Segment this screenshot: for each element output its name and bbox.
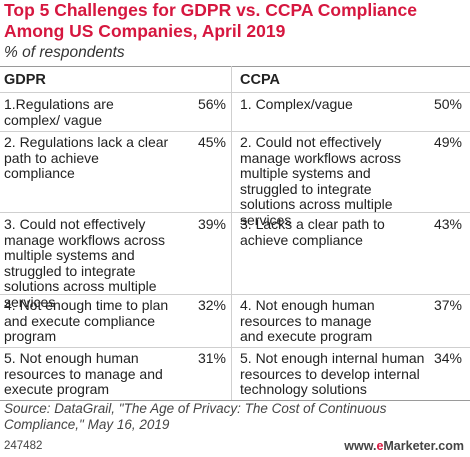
ccpa-value-3: 43% [433, 216, 462, 232]
ccpa-value-5: 34% [433, 350, 462, 366]
ccpa-challenge-3: 3. Lacks a clear path to achieve complia… [240, 216, 385, 248]
row-rule-1 [0, 131, 470, 132]
emarketer-brand: www.eMarketer.com [344, 439, 464, 453]
ccpa-value-1: 50% [433, 96, 462, 112]
gdpr-challenge-4: 4. Not enough time to plan and execute c… [4, 297, 169, 344]
row-rule-4 [0, 347, 470, 348]
ccpa-challenge-4: 4. Not enough human resources to manage … [240, 297, 375, 344]
table-top-rule [0, 66, 470, 67]
ccpa-value-4: 37% [433, 297, 462, 313]
column-header-gdpr: GDPR [4, 72, 46, 88]
ccpa-challenge-5: 5. Not enough internal human resources t… [240, 350, 425, 397]
column-divider [231, 66, 232, 400]
table-bottom-rule [0, 400, 470, 401]
row-rule-3 [0, 294, 470, 295]
ccpa-challenge-1: 1. Complex/vague [240, 96, 353, 112]
brand-prefix: www. [344, 439, 377, 453]
gdpr-challenge-2: 2. Regulations lack a clear path to achi… [4, 134, 169, 181]
gdpr-challenge-1: 1.Regulations are complex/ vague [4, 96, 114, 128]
gdpr-value-5: 31% [197, 350, 226, 366]
column-header-ccpa: CCPA [240, 72, 281, 88]
chart-id: 247482 [4, 440, 43, 452]
brand-suffix: Marketer.com [383, 439, 464, 453]
row-rule-2 [0, 212, 470, 213]
gdpr-value-3: 39% [197, 216, 226, 232]
ccpa-value-2: 49% [433, 134, 462, 150]
source-note: Source: DataGrail, "The Age of Privacy: … [4, 401, 387, 432]
brand-accent: e [376, 439, 384, 453]
gdpr-value-2: 45% [197, 134, 226, 150]
ccpa-challenge-2: 2. Could not effectively manage workflow… [240, 134, 402, 228]
chart-subtitle: % of respondents [4, 44, 125, 61]
header-rule [0, 92, 470, 93]
chart-title: Top 5 Challenges for GDPR vs. CCPA Compl… [4, 0, 417, 41]
gdpr-value-1: 56% [197, 96, 226, 112]
gdpr-challenge-3: 3. Could not effectively manage workflow… [4, 216, 166, 310]
gdpr-value-4: 32% [197, 297, 226, 313]
gdpr-challenge-5: 5. Not enough human resources to manage … [4, 350, 163, 397]
